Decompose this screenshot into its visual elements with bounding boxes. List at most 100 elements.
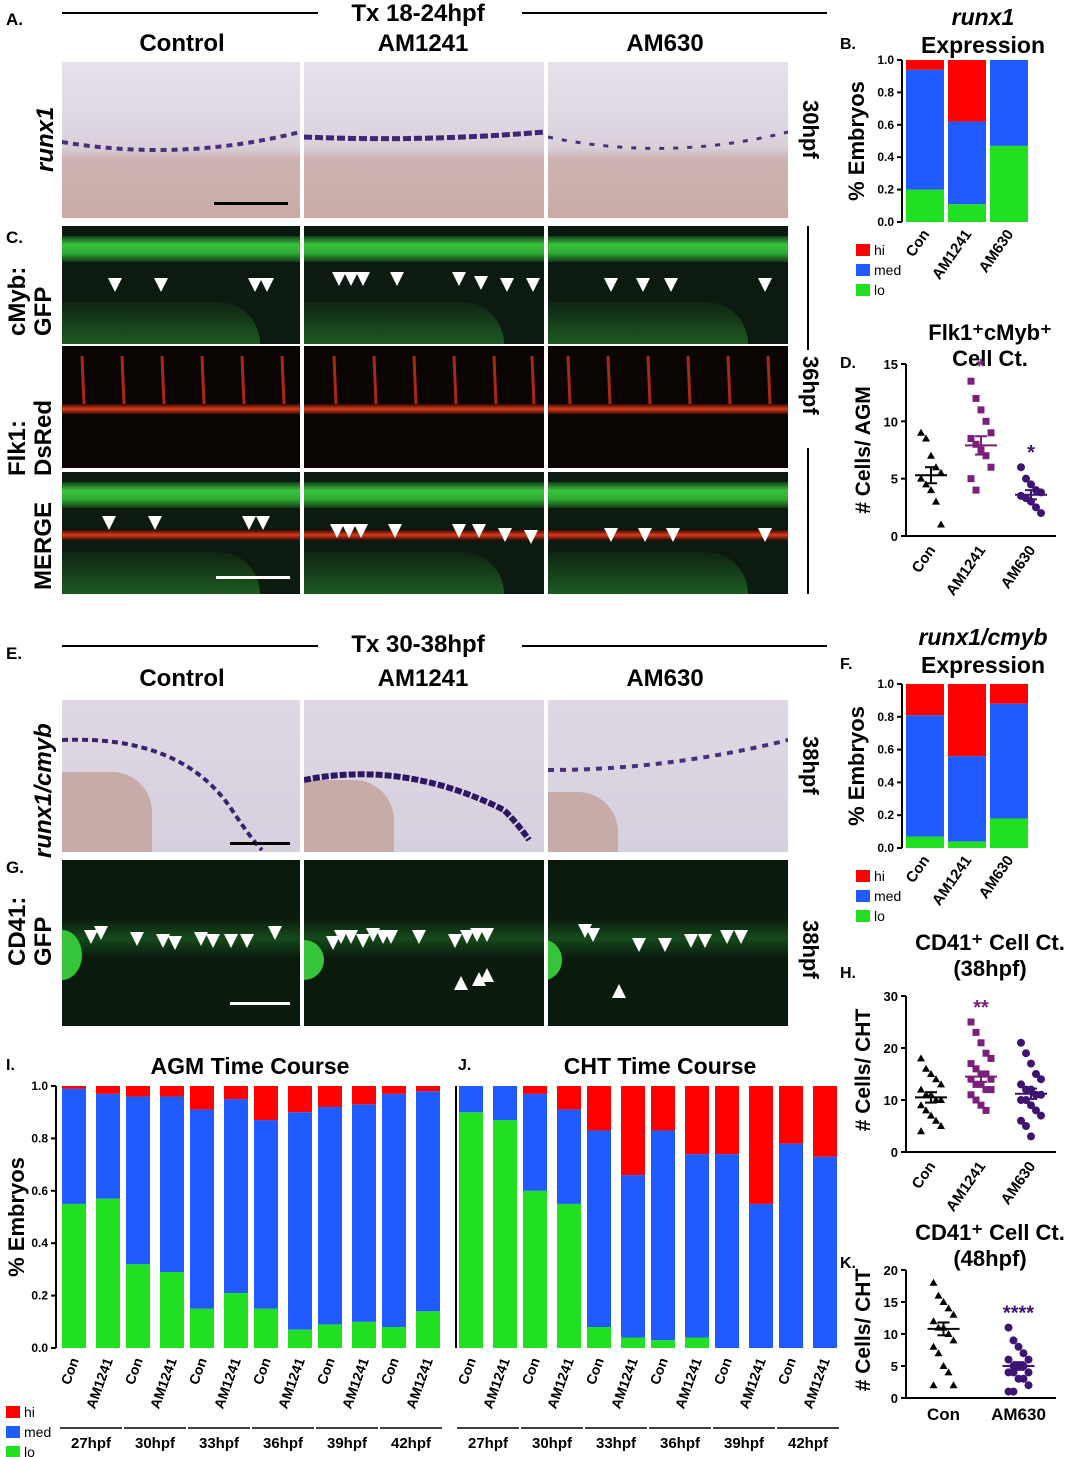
y-tick-label: 0.4 <box>877 775 894 789</box>
bar-lo <box>416 1311 440 1348</box>
bar-hi <box>352 1086 376 1105</box>
data-point <box>934 1349 943 1357</box>
group-label: 27hpf <box>468 1435 509 1452</box>
bar-med <box>288 1112 312 1330</box>
y-axis-label: # Cells/ CHT <box>852 1269 875 1392</box>
data-point <box>1022 1122 1030 1130</box>
x-tick-label: AM630 <box>998 1159 1040 1208</box>
ish-image-control-38hpf <box>62 700 300 852</box>
legend-swatch-hi <box>856 870 870 882</box>
dsred-image-am1241 <box>304 346 544 468</box>
data-point <box>1027 480 1035 489</box>
legend-label-hi: hi <box>874 242 885 258</box>
ish-image-am630-30hpf <box>548 62 788 218</box>
x-tick-label: AM630 <box>991 1405 1046 1424</box>
chart-ij-time-course: I. J. AGM Time Course CHT Time Course 0.0 0.2… <box>4 1053 839 1457</box>
bar-med <box>651 1130 675 1341</box>
y-tick-label: 15 <box>884 357 898 372</box>
panel-letter-e: E. <box>6 644 23 663</box>
data-point <box>1019 1349 1028 1358</box>
data-point <box>1009 1387 1018 1396</box>
data-point <box>982 1106 990 1114</box>
group-label: 30hpf <box>135 1435 176 1452</box>
data-point <box>927 451 935 459</box>
header-rule-right-2 <box>522 645 827 647</box>
y-tick-label: 0 <box>891 1145 898 1160</box>
bar-med <box>990 703 1028 819</box>
data-point <box>917 1054 925 1062</box>
bar-lo <box>96 1198 120 1348</box>
y-axis-label: % Embryos <box>844 81 869 201</box>
group-label: 27hpf <box>71 1435 112 1452</box>
bar-med <box>126 1096 150 1265</box>
row-label-flk1-a: Flk1: <box>4 419 31 476</box>
cd41-image-am630 <box>548 860 788 1026</box>
gfp-image-am630 <box>548 226 788 344</box>
col-control-2: Control <box>139 665 225 692</box>
bar-med <box>948 756 986 842</box>
bar-hi <box>990 684 1028 704</box>
bar-med <box>160 1096 184 1273</box>
data-point <box>972 1028 980 1036</box>
chart-title-i: AGM Time Course <box>151 1053 350 1079</box>
x-tick-label: AM1241 <box>147 1355 180 1410</box>
data-point <box>967 435 975 443</box>
bar-med <box>621 1175 645 1338</box>
data-point <box>929 1381 938 1389</box>
bar-lo <box>62 1203 86 1348</box>
data-point <box>937 520 945 528</box>
bar-lo <box>621 1337 645 1348</box>
bar-hi <box>715 1086 739 1155</box>
x-tick-label: AM630 <box>976 227 1018 276</box>
bar-med <box>906 69 944 190</box>
bar-med <box>96 1093 120 1199</box>
bar-med <box>906 715 944 837</box>
x-tick-label: AM630 <box>998 543 1040 592</box>
x-tick-label: AM1241 <box>608 1355 641 1410</box>
bar-med <box>990 60 1028 146</box>
bar-lo <box>190 1308 214 1348</box>
data-point <box>1004 1355 1013 1364</box>
data-point <box>917 1101 925 1109</box>
y-axis-label: % Embryos <box>844 706 869 826</box>
bar-med <box>493 1086 517 1121</box>
data-point <box>972 440 980 448</box>
data-point <box>949 1336 958 1344</box>
y-tick-label: 0.8 <box>877 710 894 724</box>
x-tick-label: AM1241 <box>672 1355 705 1410</box>
group-label: 36hpf <box>263 1435 304 1452</box>
data-point <box>972 1096 980 1104</box>
data-point <box>977 1101 985 1109</box>
time-bracket-top <box>807 226 809 350</box>
bar-lo <box>459 1112 483 1348</box>
y-axis-label: # Cells/ AGM <box>852 386 875 514</box>
data-point <box>1017 1116 1025 1125</box>
bar-med <box>523 1093 547 1191</box>
data-point <box>949 1310 958 1318</box>
data-point <box>944 1304 953 1312</box>
bar-lo <box>493 1120 517 1348</box>
data-point <box>987 1075 995 1083</box>
merge-image-control <box>62 472 300 594</box>
data-point <box>932 1116 940 1124</box>
panel-letter-i: I. <box>6 1057 15 1074</box>
y-tick-label: 0.6 <box>877 743 894 757</box>
bar-med <box>416 1091 440 1312</box>
bar-med <box>382 1093 406 1328</box>
group-label: 42hpf <box>788 1435 829 1452</box>
data-point <box>972 394 980 402</box>
row-label-cd41-a: CD41: <box>4 896 31 966</box>
bar-lo <box>288 1329 312 1348</box>
x-tick-label: AM1241 <box>943 1159 989 1215</box>
chart-title-2: (38hpf) <box>953 956 1026 981</box>
data-point <box>1037 1075 1045 1084</box>
bar-lo <box>557 1203 581 1348</box>
chart-title-italic: runx1 <box>952 4 1015 30</box>
significance-label: ** <box>973 997 989 1019</box>
bar-hi <box>254 1086 278 1121</box>
bar-hi <box>96 1086 120 1094</box>
y-tick-label: 0.6 <box>31 1184 48 1198</box>
bar-lo <box>906 836 944 848</box>
ish-image-am630-38hpf <box>548 700 788 852</box>
data-point <box>1037 1111 1045 1120</box>
